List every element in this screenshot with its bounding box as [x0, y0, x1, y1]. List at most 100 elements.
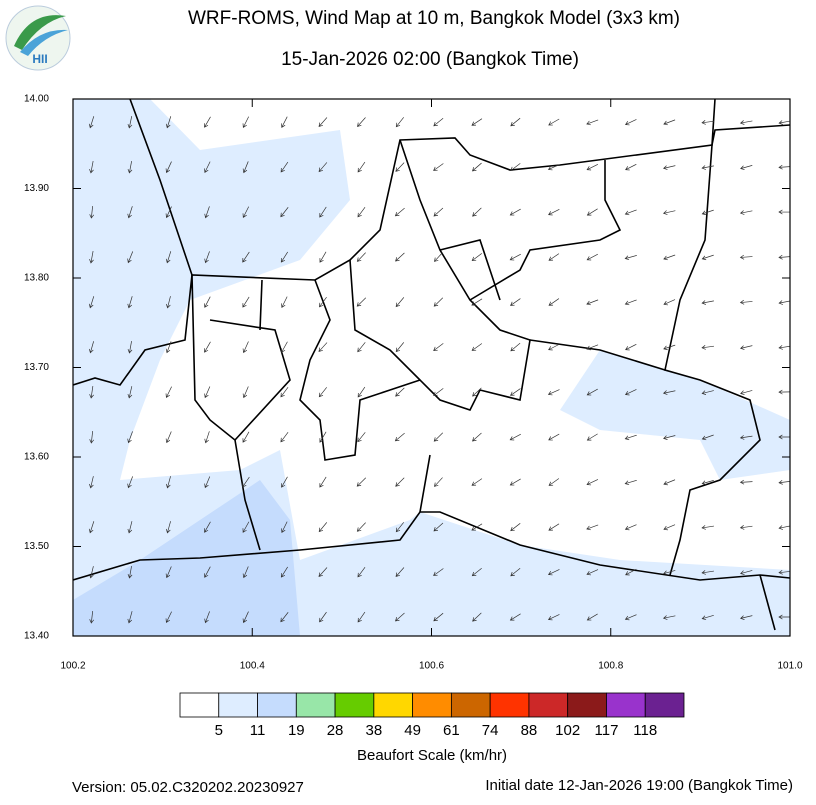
- wind-arrow: [701, 120, 714, 125]
- wind-arrow: [242, 611, 249, 624]
- wind-arrow: [740, 570, 753, 575]
- wind-arrow: [165, 566, 172, 579]
- wind-arrow: [127, 476, 133, 489]
- wind-arrow: [89, 476, 94, 489]
- wind-arrow: [778, 434, 790, 440]
- wind-arrow: [433, 612, 444, 622]
- wind-arrow: [586, 524, 599, 531]
- wind-arrow: [471, 298, 483, 306]
- wind-arrow: [624, 209, 637, 216]
- colorbar-swatch: [257, 692, 297, 718]
- wind-arrow: [509, 478, 521, 486]
- wind-arrow: [165, 386, 172, 399]
- wind-arrow: [701, 480, 714, 486]
- wind-arrow: [778, 300, 790, 305]
- wind-arrow: [394, 612, 405, 622]
- wind-arrow: [394, 207, 405, 217]
- wind-arrow: [319, 206, 327, 218]
- wind-arrow: [357, 342, 366, 353]
- colorbar-label: 38: [366, 722, 383, 739]
- wind-arrow: [701, 614, 714, 621]
- wind-arrow: [624, 479, 637, 486]
- wind-arrow: [280, 431, 289, 443]
- wind-arrow: [318, 117, 328, 128]
- shading: [73, 290, 140, 380]
- wind-arrow: [166, 296, 171, 309]
- wind-arrow: [739, 254, 753, 260]
- wind-arrow: [356, 477, 367, 487]
- wind-arrow: [318, 567, 328, 577]
- wind-arrow: [510, 567, 521, 577]
- colorbar: 5 11 19 28 38 49 61 74 88 102 117 118: [179, 692, 685, 739]
- y-tick-label: 13.70: [24, 362, 49, 373]
- wind-arrow: [242, 296, 250, 308]
- wind-arrow: [89, 610, 95, 624]
- wind-arrow: [280, 566, 288, 578]
- colorbar-swatch: [412, 692, 452, 718]
- wind-arrow: [624, 119, 637, 126]
- wind-arrow: [471, 523, 483, 531]
- wind-arrow: [89, 161, 94, 174]
- wind-arrow: [357, 161, 366, 173]
- wind-arrow: [662, 615, 676, 620]
- wind-arrow: [127, 611, 133, 624]
- wind-arrow: [586, 299, 599, 306]
- wind-arrow: [280, 386, 289, 398]
- wind-arrow: [510, 388, 521, 396]
- coastline: [73, 511, 790, 581]
- wind-arrow: [127, 521, 133, 534]
- wind-arrow: [471, 253, 483, 262]
- wind-arrow: [625, 568, 637, 576]
- wind-arrow: [204, 116, 211, 128]
- wind-arrow: [357, 566, 366, 578]
- wind-arrow: [395, 567, 405, 578]
- wind-arrow: [433, 252, 443, 262]
- wind-arrow: [471, 567, 482, 577]
- wind-arrow: [663, 479, 676, 486]
- wind-arrow: [165, 341, 172, 354]
- wind-arrow: [548, 253, 560, 261]
- wind-arrow: [281, 476, 288, 488]
- wind-arrow: [625, 343, 637, 351]
- wind-arrow: [242, 251, 250, 263]
- wind-arrow: [357, 386, 366, 398]
- wind-arrow: [471, 478, 483, 486]
- wind-arrow: [165, 431, 172, 444]
- wind-arrow: [319, 611, 327, 623]
- colorbar-label: 117: [595, 722, 619, 739]
- wind-arrow: [509, 433, 521, 441]
- wind-arrow: [586, 119, 599, 126]
- wind-arrow: [89, 566, 94, 579]
- wind-arrow: [127, 296, 133, 309]
- wind-arrow: [88, 521, 95, 534]
- wind-arrow: [242, 161, 249, 174]
- wind-arrow: [701, 570, 714, 575]
- wind-arrow: [778, 389, 790, 395]
- wind-arrow: [280, 612, 289, 623]
- wind-arrow: [281, 521, 288, 533]
- wind-arrow: [586, 613, 598, 621]
- wind-arrow: [778, 480, 790, 485]
- wind-arrow: [242, 566, 249, 579]
- colorbar-label: 118: [633, 722, 657, 739]
- wind-arrow: [701, 434, 714, 441]
- colorbar-swatch: [450, 692, 491, 718]
- wind-arrow: [318, 342, 328, 352]
- x-tick-label: 100.2: [60, 661, 85, 672]
- wind-arrow: [548, 343, 560, 351]
- wind-arrow: [242, 521, 250, 533]
- wind-arrow: [586, 208, 598, 216]
- wind-arrow: [318, 522, 328, 533]
- wind-arrow: [510, 117, 521, 127]
- wind-arrow: [624, 299, 637, 306]
- wind-arrow: [165, 251, 172, 264]
- wind-arrow: [356, 297, 367, 307]
- wind-arrow: [548, 433, 560, 441]
- wind-arrow: [395, 477, 405, 487]
- wind-arrow: [739, 435, 753, 440]
- wind-arrow: [778, 525, 790, 530]
- wind-arrow: [433, 388, 444, 397]
- wind-arrow: [242, 431, 250, 443]
- wind-arrow: [472, 387, 482, 397]
- wind-arrow: [663, 165, 676, 170]
